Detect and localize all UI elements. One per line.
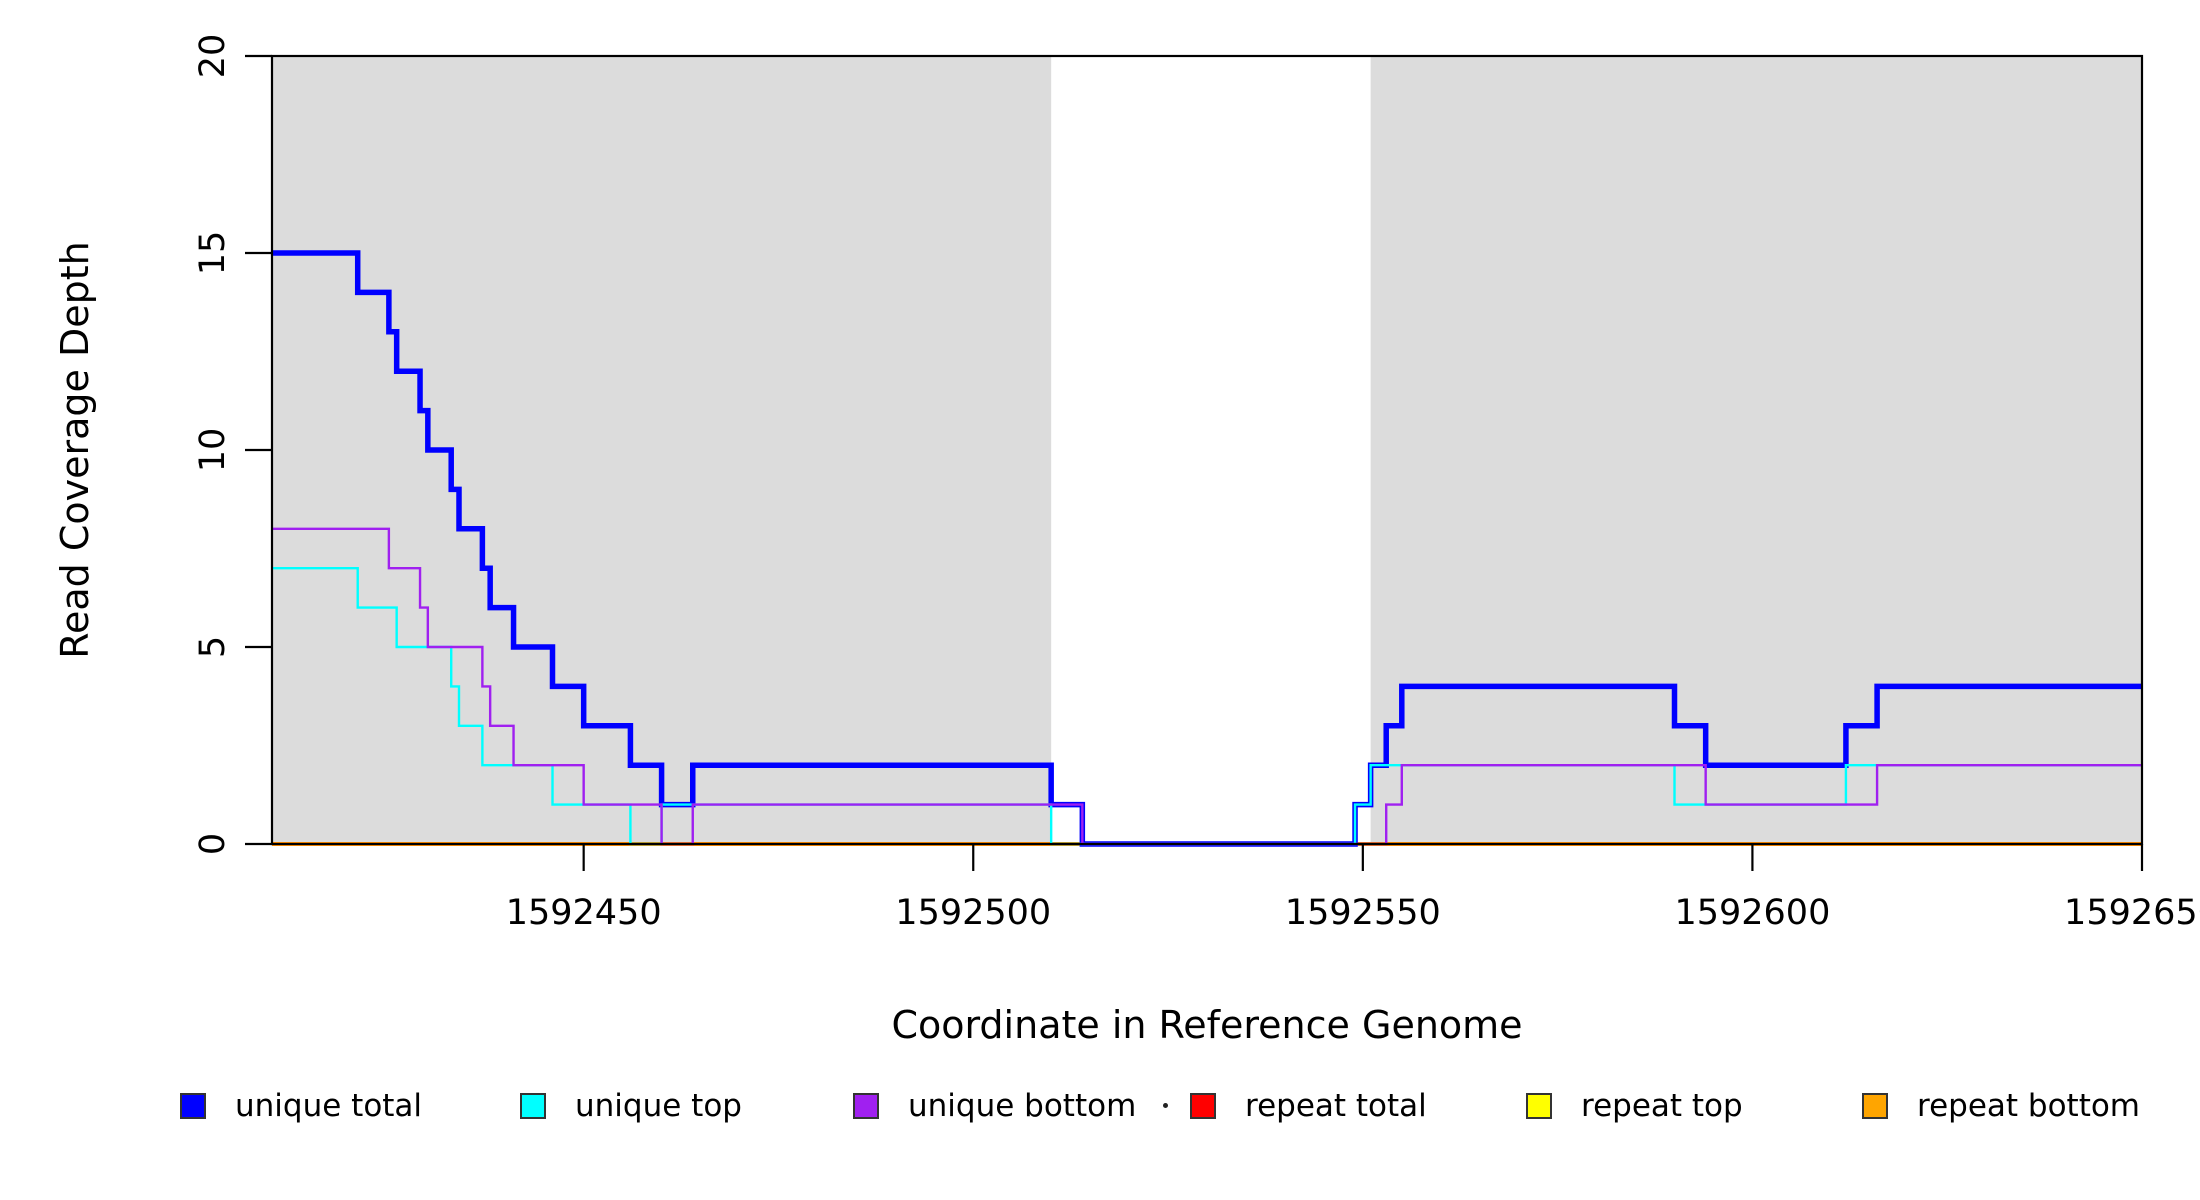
legend-label: unique top [575, 1088, 742, 1124]
x-tick-label: 1592600 [1674, 893, 1831, 933]
legend-swatch [1862, 1093, 1888, 1119]
legend-swatch [1190, 1093, 1216, 1119]
x-tick-label: 1592550 [1284, 893, 1441, 933]
legend-swatch [1526, 1093, 1552, 1119]
legend-label: unique total [235, 1088, 423, 1124]
legend-swatch [520, 1093, 546, 1119]
legend-label: repeat total [1245, 1088, 1427, 1124]
legend-item-unique-bottom: unique bottom [853, 1088, 1137, 1124]
legend-label: unique bottom [908, 1088, 1137, 1124]
y-tick-label: 10 [193, 427, 233, 473]
legend-stray-dot [1163, 1103, 1168, 1108]
y-tick-label: 15 [193, 230, 233, 276]
y-axis-title: Read Coverage Depth [53, 241, 97, 659]
shaded-region [1370, 56, 2142, 844]
series-line-unique-total [272, 250, 2142, 847]
legend-item-repeat-bottom: repeat bottom [1862, 1088, 2141, 1124]
series-line-unique-bottom [272, 527, 2142, 846]
legend-item-repeat-top: repeat top [1526, 1088, 1743, 1124]
x-tick-label: 1592500 [895, 893, 1052, 933]
legend-label: repeat bottom [1917, 1088, 2141, 1124]
x-axis-title: Coordinate in Reference Genome [891, 1003, 1523, 1047]
legend-label: repeat top [1581, 1088, 1743, 1124]
shaded-region [272, 56, 1052, 844]
y-tick-label: 0 [193, 832, 233, 856]
y-tick-label: 5 [193, 635, 233, 659]
legend-item-repeat-total: repeat total [1190, 1088, 1427, 1124]
legend-swatch [853, 1093, 879, 1119]
legend-swatch [180, 1093, 206, 1119]
y-tick-label: 20 [193, 33, 233, 79]
x-tick-label: 1592450 [505, 893, 662, 933]
legend-item-unique-total: unique total [180, 1088, 423, 1124]
legend-item-unique-top: unique top [520, 1088, 742, 1124]
